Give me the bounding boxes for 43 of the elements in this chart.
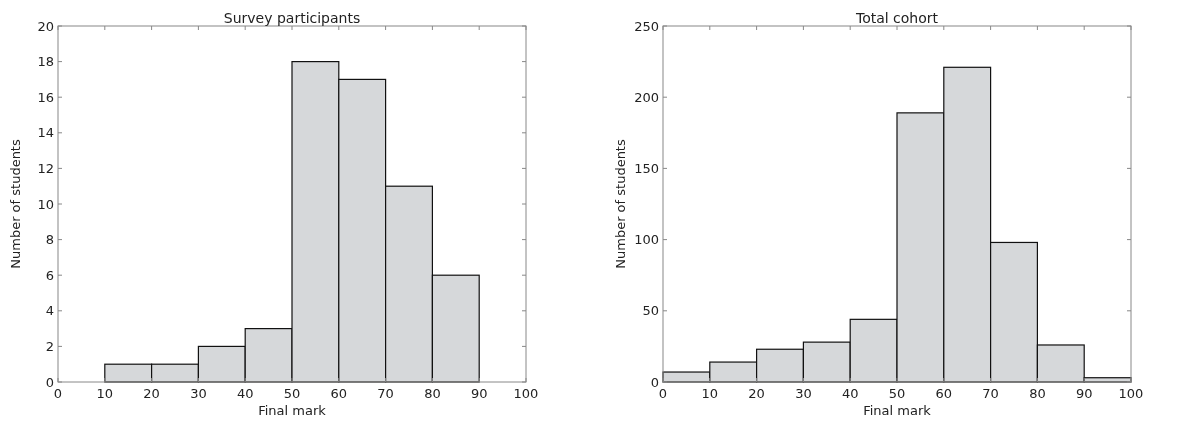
y-tick-label: 150 [634,160,659,176]
y-tick-label: 16 [37,89,54,105]
x-tick-label: 20 [748,386,765,401]
x-tick-label: 60 [330,386,348,401]
y-tick-label: 4 [45,303,54,319]
y-axis-title: Number of students [8,139,23,269]
y-tick-label: 100 [634,232,659,248]
x-tick-label: 100 [1118,386,1144,401]
x-tick-label: 10 [701,386,719,401]
x-tick-label: 40 [841,386,859,401]
x-tick-label: 70 [377,386,394,401]
y-tick-label: 14 [37,125,54,141]
x-tick-label: 30 [795,386,812,401]
x-tick-label: 90 [470,386,488,401]
y-tick-label: 200 [634,89,659,105]
x-tick-label: 30 [190,386,207,401]
y-axis-title: Number of students [613,139,628,269]
x-tick-label: 50 [283,386,301,401]
x-tick-label: 50 [888,386,906,401]
x-tick-label: 60 [935,386,953,401]
x-tick-label: 20 [143,386,160,401]
x-tick-label: 40 [236,386,254,401]
y-tick-label: 0 [45,374,54,390]
y-tick-label: 10 [37,196,54,212]
x-tick-label: 90 [1075,386,1093,401]
y-tick-label: 0 [650,374,659,390]
y-tick-label: 50 [642,303,659,319]
y-tick-label: 250 [634,18,659,34]
y-tick-label: 8 [45,232,54,248]
x-tick-label: 100 [513,386,539,401]
y-tick-label: 6 [45,267,54,283]
y-tick-label: 2 [45,338,54,354]
chart-title: Survey participants [223,10,361,26]
chart-title: Total cohort [854,10,939,26]
x-axis-title: Final mark [863,403,932,418]
x-axis-title: Final mark [258,403,327,418]
x-tick-label: 80 [424,386,441,401]
x-tick-label: 80 [1029,386,1046,401]
y-tick-label: 12 [37,160,54,176]
y-tick-label: 20 [37,18,54,34]
x-tick-label: 10 [96,386,114,401]
y-tick-label: 18 [37,54,54,70]
x-tick-label: 70 [982,386,999,401]
